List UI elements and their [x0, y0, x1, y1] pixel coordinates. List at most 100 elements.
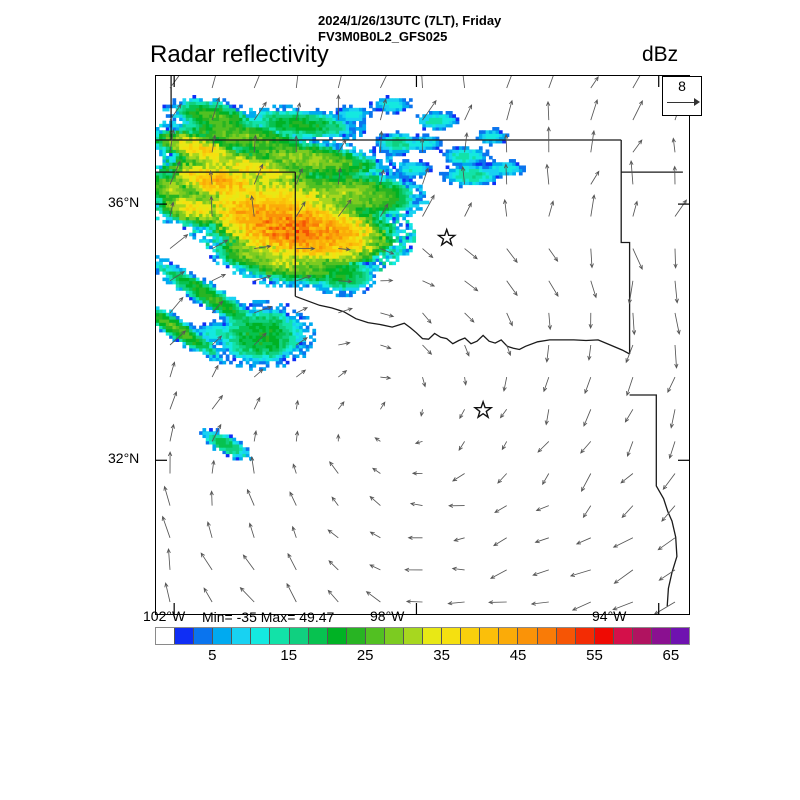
- reflectivity-cell: [428, 168, 433, 173]
- reflectivity-cell: [259, 216, 263, 221]
- reflectivity-cell: [309, 139, 313, 144]
- reflectivity-cell: [232, 328, 237, 333]
- reflectivity-cell: [402, 191, 407, 195]
- reflectivity-cell: [305, 251, 310, 256]
- reflectivity-cell: [365, 258, 370, 262]
- reflectivity-cell: [322, 146, 327, 150]
- reflectivity-cell: [285, 255, 290, 259]
- reflectivity-cell: [279, 159, 283, 163]
- reflectivity-cell: [339, 187, 343, 192]
- reflectivity-cell: [275, 357, 280, 362]
- reflectivity-cell: [252, 354, 257, 359]
- reflectivity-cell: [392, 98, 397, 102]
- reflectivity-cell: [265, 130, 270, 134]
- reflectivity-cell: [299, 229, 303, 234]
- reflectivity-cell: [192, 232, 197, 237]
- wind-vector: [590, 76, 599, 89]
- reflectivity-cell: [309, 258, 313, 262]
- reflectivity-cell: [279, 235, 283, 240]
- reflectivity-cell: [262, 178, 267, 182]
- reflectivity-cell: [252, 341, 257, 346]
- reflectivity-cell: [462, 155, 467, 160]
- reflectivity-cell: [359, 184, 363, 189]
- wind-vector: [338, 247, 351, 252]
- reflectivity-cell: [492, 178, 496, 182]
- wind-vector: [169, 234, 189, 249]
- reflectivity-cell: [365, 271, 370, 275]
- reflectivity-cell: [339, 229, 343, 234]
- reflectivity-cell: [215, 136, 220, 141]
- reflectivity-cell: [232, 338, 237, 342]
- reflectivity-cell: [182, 191, 187, 195]
- reflectivity-cell: [372, 181, 377, 186]
- reflectivity-cell: [418, 146, 423, 150]
- reflectivity-cell: [199, 290, 203, 294]
- reflectivity-cell: [455, 165, 460, 170]
- reflectivity-cell: [332, 152, 337, 157]
- reflectivity-cell: [309, 168, 313, 173]
- reflectivity-cell: [272, 261, 277, 266]
- reflectivity-cell: [225, 440, 230, 445]
- reflectivity-cell: [282, 229, 287, 234]
- reflectivity-cell: [375, 191, 380, 195]
- reflectivity-cell: [212, 187, 217, 192]
- reflectivity-cell: [175, 213, 180, 218]
- reflectivity-cell: [269, 200, 273, 205]
- reflectivity-cell: [428, 117, 433, 122]
- reflectivity-cell: [342, 168, 347, 173]
- reflectivity-cell: [199, 203, 203, 208]
- reflectivity-cell: [345, 149, 350, 154]
- reflectivity-cell: [212, 168, 217, 173]
- reflectivity-cell: [362, 264, 367, 269]
- reflectivity-cell: [282, 226, 287, 230]
- reflectivity-cell: [209, 213, 213, 218]
- reflectivity-cell: [408, 178, 413, 182]
- reflectivity-cell: [295, 267, 300, 272]
- reflectivity-cell: [362, 219, 367, 224]
- reflectivity-cell: [295, 235, 300, 240]
- reflectivity-cell: [322, 139, 327, 144]
- reflectivity-cell: [412, 146, 417, 150]
- reflectivity-cell: [369, 232, 373, 237]
- reflectivity-cell: [262, 181, 267, 186]
- reflectivity-cell: [199, 239, 203, 243]
- reflectivity-cell: [205, 283, 210, 288]
- reflectivity-cell: [262, 348, 267, 352]
- wind-vector: [380, 312, 395, 318]
- wind-vector: [380, 76, 387, 89]
- reflectivity-cell: [345, 267, 350, 272]
- reflectivity-cell: [405, 226, 410, 230]
- reflectivity-cell: [232, 123, 237, 128]
- reflectivity-cell: [345, 194, 350, 198]
- reflectivity-cell: [329, 280, 333, 285]
- reflectivity-cell: [202, 155, 207, 160]
- reflectivity-cell: [249, 181, 253, 186]
- reflectivity-cell: [235, 143, 240, 147]
- reflectivity-cell: [225, 155, 230, 160]
- reflectivity-cell: [245, 315, 250, 320]
- reflectivity-cell: [179, 210, 183, 214]
- reflectivity-cell: [252, 312, 257, 317]
- reflectivity-cell: [279, 114, 283, 118]
- wind-vector: [338, 279, 353, 284]
- reflectivity-cell: [452, 162, 457, 166]
- reflectivity-cell: [272, 325, 277, 330]
- reflectivity-cell: [265, 338, 270, 342]
- reflectivity-cell: [349, 184, 353, 189]
- reflectivity-cell: [299, 159, 303, 163]
- reflectivity-cell: [205, 348, 210, 352]
- reflectivity-cell: [202, 235, 207, 240]
- reflectivity-cell: [255, 331, 260, 336]
- reflectivity-cell: [202, 210, 207, 214]
- reflectivity-cell: [229, 226, 233, 230]
- reflectivity-cell: [285, 146, 290, 150]
- reflectivity-cell: [502, 139, 506, 144]
- reflectivity-cell: [189, 277, 193, 282]
- reflectivity-cell: [229, 178, 233, 182]
- reflectivity-cell: [219, 197, 223, 202]
- reflectivity-cell: [315, 235, 320, 240]
- reflectivity-cell: [182, 325, 187, 330]
- reflectivity-cell: [232, 351, 237, 355]
- reflectivity-cell: [202, 101, 207, 106]
- reflectivity-cell: [209, 107, 213, 112]
